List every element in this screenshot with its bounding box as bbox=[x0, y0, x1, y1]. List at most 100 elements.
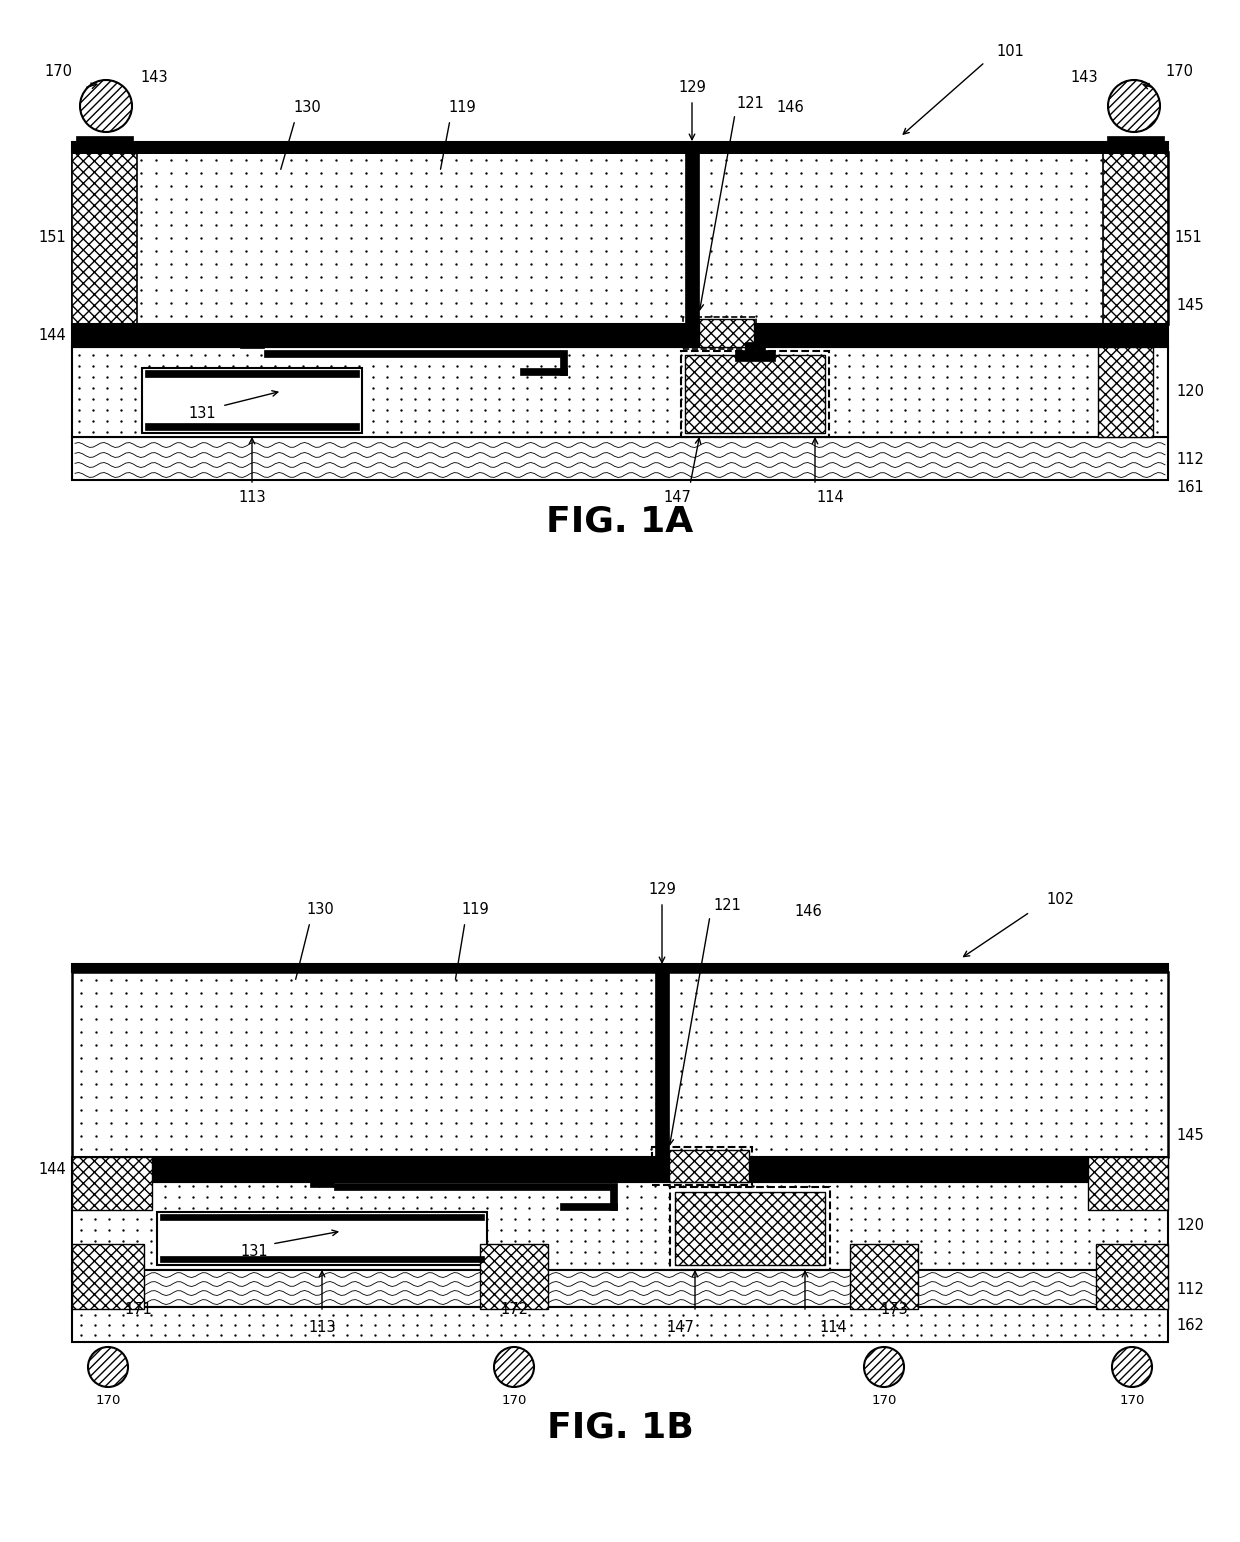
Text: 129: 129 bbox=[649, 882, 676, 896]
Text: 145: 145 bbox=[1176, 1127, 1204, 1143]
Bar bbox=[681, 352, 830, 436]
Bar bbox=[160, 1214, 484, 1220]
Bar bbox=[655, 971, 670, 1156]
Text: 146: 146 bbox=[776, 100, 804, 116]
Bar bbox=[1097, 347, 1153, 436]
Text: 162: 162 bbox=[1176, 1317, 1204, 1332]
Bar bbox=[72, 153, 1168, 154]
Text: 144: 144 bbox=[38, 1163, 66, 1178]
Bar bbox=[675, 1192, 825, 1264]
Circle shape bbox=[1112, 1348, 1152, 1386]
Bar bbox=[72, 142, 1168, 153]
Bar bbox=[684, 153, 699, 324]
Text: 171: 171 bbox=[124, 1301, 153, 1317]
Text: 170: 170 bbox=[872, 1394, 897, 1408]
Bar bbox=[310, 1156, 334, 1187]
Text: 113: 113 bbox=[309, 1320, 336, 1334]
Text: 114: 114 bbox=[816, 490, 844, 506]
Bar bbox=[72, 1271, 1168, 1308]
Text: 161: 161 bbox=[1176, 481, 1204, 495]
Text: 145: 145 bbox=[1176, 299, 1204, 313]
Bar bbox=[683, 318, 756, 348]
Text: 144: 144 bbox=[38, 328, 66, 344]
Bar bbox=[480, 1244, 548, 1309]
Text: 170: 170 bbox=[501, 1394, 527, 1408]
Text: 170: 170 bbox=[95, 1394, 120, 1408]
Bar bbox=[560, 350, 567, 375]
Circle shape bbox=[88, 1348, 128, 1386]
Bar bbox=[145, 423, 360, 430]
Text: 130: 130 bbox=[293, 100, 321, 116]
Bar bbox=[334, 1183, 610, 1190]
Text: 129: 129 bbox=[678, 80, 706, 96]
Bar bbox=[72, 436, 1168, 480]
Bar bbox=[735, 350, 775, 361]
Bar bbox=[652, 1147, 751, 1184]
Bar bbox=[745, 342, 765, 350]
Text: 119: 119 bbox=[461, 902, 489, 917]
Text: 102: 102 bbox=[1047, 893, 1074, 908]
Text: 121: 121 bbox=[737, 97, 764, 111]
Text: 147: 147 bbox=[663, 490, 691, 506]
Text: 121: 121 bbox=[713, 899, 742, 913]
Bar bbox=[72, 1183, 1168, 1271]
Text: 114: 114 bbox=[820, 1320, 847, 1334]
Bar bbox=[610, 1183, 618, 1210]
Bar bbox=[76, 136, 133, 150]
Bar bbox=[72, 1308, 1168, 1342]
Circle shape bbox=[81, 80, 131, 133]
Bar bbox=[72, 324, 1168, 347]
Bar bbox=[241, 322, 264, 348]
Text: 151: 151 bbox=[1174, 230, 1202, 245]
Text: 172: 172 bbox=[500, 1301, 528, 1317]
Text: 131: 131 bbox=[188, 406, 216, 421]
Circle shape bbox=[864, 1348, 904, 1386]
Bar bbox=[684, 355, 825, 433]
Bar bbox=[160, 1257, 484, 1261]
Circle shape bbox=[1109, 80, 1159, 133]
Bar bbox=[560, 1203, 618, 1210]
Text: 120: 120 bbox=[1176, 1218, 1204, 1234]
Bar bbox=[520, 369, 567, 375]
Text: 112: 112 bbox=[1176, 1281, 1204, 1297]
Text: 147: 147 bbox=[666, 1320, 694, 1334]
Bar bbox=[72, 1244, 144, 1309]
Bar bbox=[699, 319, 754, 347]
Text: FIG. 1A: FIG. 1A bbox=[547, 504, 693, 540]
Text: 173: 173 bbox=[880, 1301, 908, 1317]
Bar bbox=[1104, 153, 1168, 324]
Bar bbox=[72, 153, 136, 324]
Text: 143: 143 bbox=[140, 71, 167, 85]
Circle shape bbox=[494, 1348, 534, 1386]
Bar bbox=[145, 370, 360, 376]
Text: 170: 170 bbox=[1120, 1394, 1145, 1408]
Bar bbox=[1107, 136, 1164, 150]
Text: 120: 120 bbox=[1176, 384, 1204, 399]
Text: 131: 131 bbox=[241, 1243, 268, 1258]
Text: FIG. 1B: FIG. 1B bbox=[547, 1409, 693, 1443]
Bar bbox=[72, 964, 1168, 971]
Text: 119: 119 bbox=[448, 100, 476, 116]
Bar bbox=[157, 1212, 487, 1264]
Bar bbox=[72, 347, 1168, 436]
Bar bbox=[1096, 1244, 1168, 1309]
Text: 112: 112 bbox=[1176, 452, 1204, 467]
Text: 101: 101 bbox=[996, 45, 1024, 60]
Bar bbox=[849, 1244, 918, 1309]
Bar bbox=[670, 1187, 830, 1271]
Bar bbox=[670, 1150, 749, 1183]
Text: 151: 151 bbox=[38, 230, 66, 245]
Text: 113: 113 bbox=[238, 490, 265, 506]
Text: 170: 170 bbox=[1166, 63, 1193, 79]
Text: 146: 146 bbox=[794, 905, 822, 919]
Bar bbox=[1087, 1156, 1168, 1210]
Bar bbox=[72, 971, 1168, 1156]
Text: 130: 130 bbox=[306, 902, 334, 917]
Bar bbox=[72, 153, 1168, 324]
Bar bbox=[72, 1156, 1168, 1183]
Bar bbox=[72, 1156, 153, 1210]
Bar bbox=[264, 350, 560, 358]
Text: 170: 170 bbox=[43, 63, 72, 79]
Text: 143: 143 bbox=[1070, 71, 1097, 85]
Bar bbox=[143, 369, 362, 433]
